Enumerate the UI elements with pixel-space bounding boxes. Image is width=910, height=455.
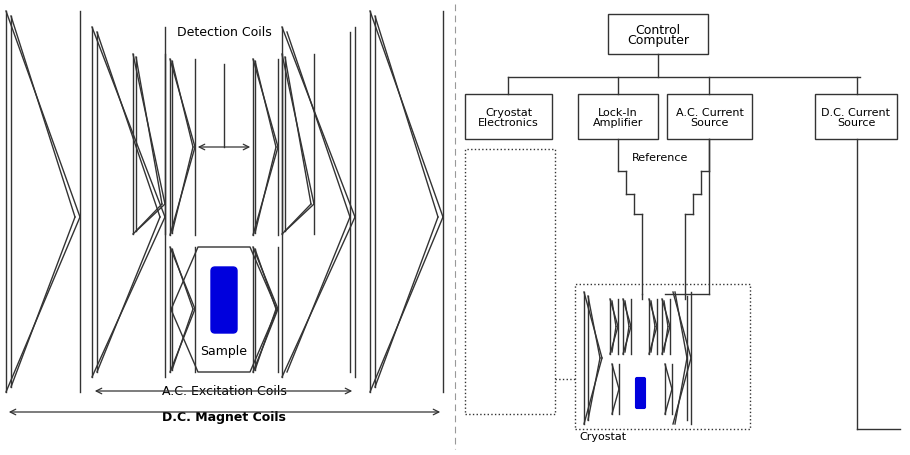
- Text: Source: Source: [837, 117, 875, 127]
- Text: Cryostat: Cryostat: [485, 107, 532, 117]
- Text: A.C. Excitation Coils: A.C. Excitation Coils: [162, 384, 287, 398]
- Bar: [465, 150, 555, 414]
- FancyBboxPatch shape: [211, 268, 237, 333]
- Text: Amplifier: Amplifier: [592, 117, 643, 127]
- Text: Source: Source: [691, 117, 729, 127]
- Text: Computer: Computer: [627, 33, 689, 46]
- Bar: [608, 15, 708, 55]
- Text: Cryostat: Cryostat: [579, 431, 626, 441]
- Text: Lock-In: Lock-In: [598, 107, 638, 117]
- Text: D.C. Current: D.C. Current: [822, 107, 891, 117]
- Text: A.C. Current: A.C. Current: [675, 107, 743, 117]
- Text: Electronics: Electronics: [478, 117, 539, 127]
- Text: Reference: Reference: [632, 153, 688, 162]
- FancyBboxPatch shape: [635, 378, 645, 409]
- Text: Detection Coils: Detection Coils: [177, 25, 271, 38]
- Text: Control: Control: [635, 24, 681, 36]
- Bar: [667, 95, 752, 140]
- Text: D.C. Magnet Coils: D.C. Magnet Coils: [162, 410, 286, 424]
- Bar: [578, 95, 658, 140]
- Bar: [815, 95, 897, 140]
- Bar: [575, 284, 750, 429]
- Text: Sample: Sample: [200, 344, 248, 357]
- Bar: [465, 95, 552, 140]
